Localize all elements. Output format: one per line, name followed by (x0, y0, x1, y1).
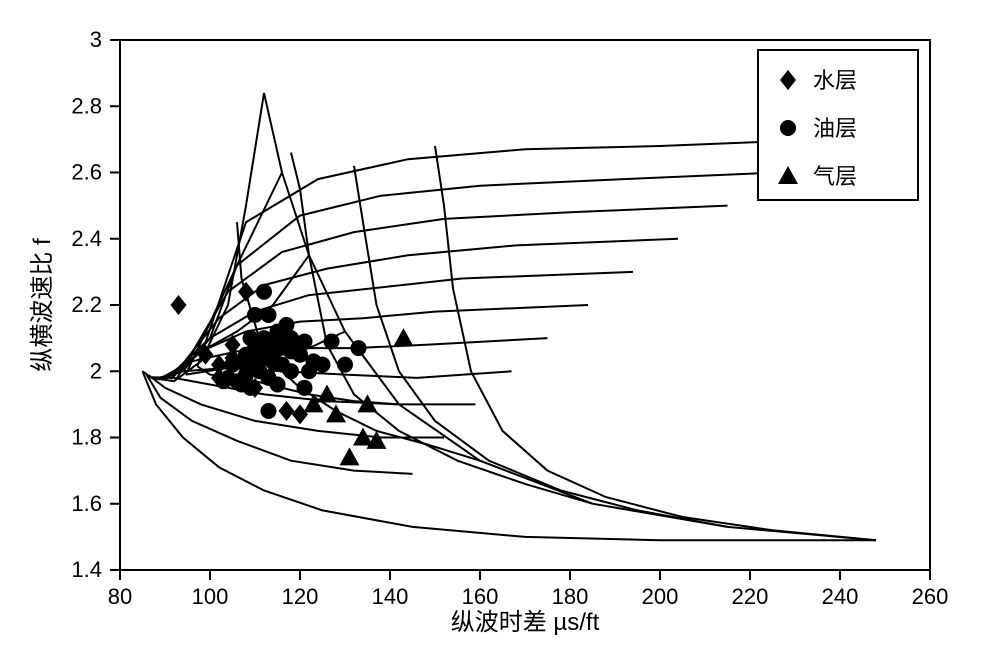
x-tick-label: 220 (732, 584, 769, 609)
y-tick-label: 2.6 (71, 160, 102, 185)
x-tick-label: 80 (108, 584, 132, 609)
point-oil (261, 307, 277, 323)
y-tick-label: 2.2 (71, 292, 102, 317)
x-tick-label: 160 (462, 584, 499, 609)
legend-label: 水层 (813, 68, 857, 93)
x-tick-label: 120 (282, 584, 319, 609)
contour-curve (435, 146, 876, 540)
legend-marker-circle (780, 120, 796, 136)
chart-container: 80 100 120 140 160 180 200 220 240 260 1.4 1.6 1.8 2 2… (0, 0, 1000, 666)
envelope-bottom (143, 371, 877, 540)
x-tick-label: 240 (822, 584, 859, 609)
y-axis-title: 纵横波速比 f (29, 238, 56, 372)
point-oil (270, 377, 286, 393)
y-tick-label: 2.8 (71, 93, 102, 118)
point-oil (243, 380, 259, 396)
point-oil (315, 357, 331, 373)
point-water (279, 401, 295, 421)
point-oil (283, 363, 299, 379)
x-tick-label: 180 (552, 584, 589, 609)
point-gas (394, 328, 414, 346)
x-tick-label: 100 (192, 584, 229, 609)
legend-label: 气层 (813, 164, 857, 189)
point-oil (351, 340, 367, 356)
x-tick-label: 140 (372, 584, 409, 609)
chart-svg: 80 100 120 140 160 180 200 220 240 260 1.4 1.6 1.8 2 2… (0, 0, 1000, 666)
legend: 水层油层气层 (758, 50, 918, 200)
point-oil (261, 403, 277, 419)
x-tick-label: 260 (912, 584, 949, 609)
point-oil (297, 333, 313, 349)
point-oil (337, 357, 353, 373)
x-axis-title: 纵波时差 µs/ft (451, 609, 600, 636)
point-oil (256, 284, 272, 300)
legend-label: 油层 (813, 116, 857, 141)
point-gas (317, 384, 337, 402)
point-water (238, 282, 254, 302)
point-oil (297, 380, 313, 396)
point-oil (324, 333, 340, 349)
contour-curve (291, 153, 593, 504)
y-tick-label: 1.4 (71, 557, 102, 582)
x-tick-label: 200 (642, 584, 679, 609)
y-tick-label: 2 (90, 358, 102, 383)
y-tick-label: 1.8 (71, 425, 102, 450)
point-water (171, 295, 187, 315)
point-gas (340, 447, 360, 465)
y-tick-label: 3 (90, 27, 102, 52)
y-tick-label: 2.4 (71, 226, 102, 251)
point-water (292, 404, 308, 424)
y-tick-label: 1.6 (71, 491, 102, 516)
